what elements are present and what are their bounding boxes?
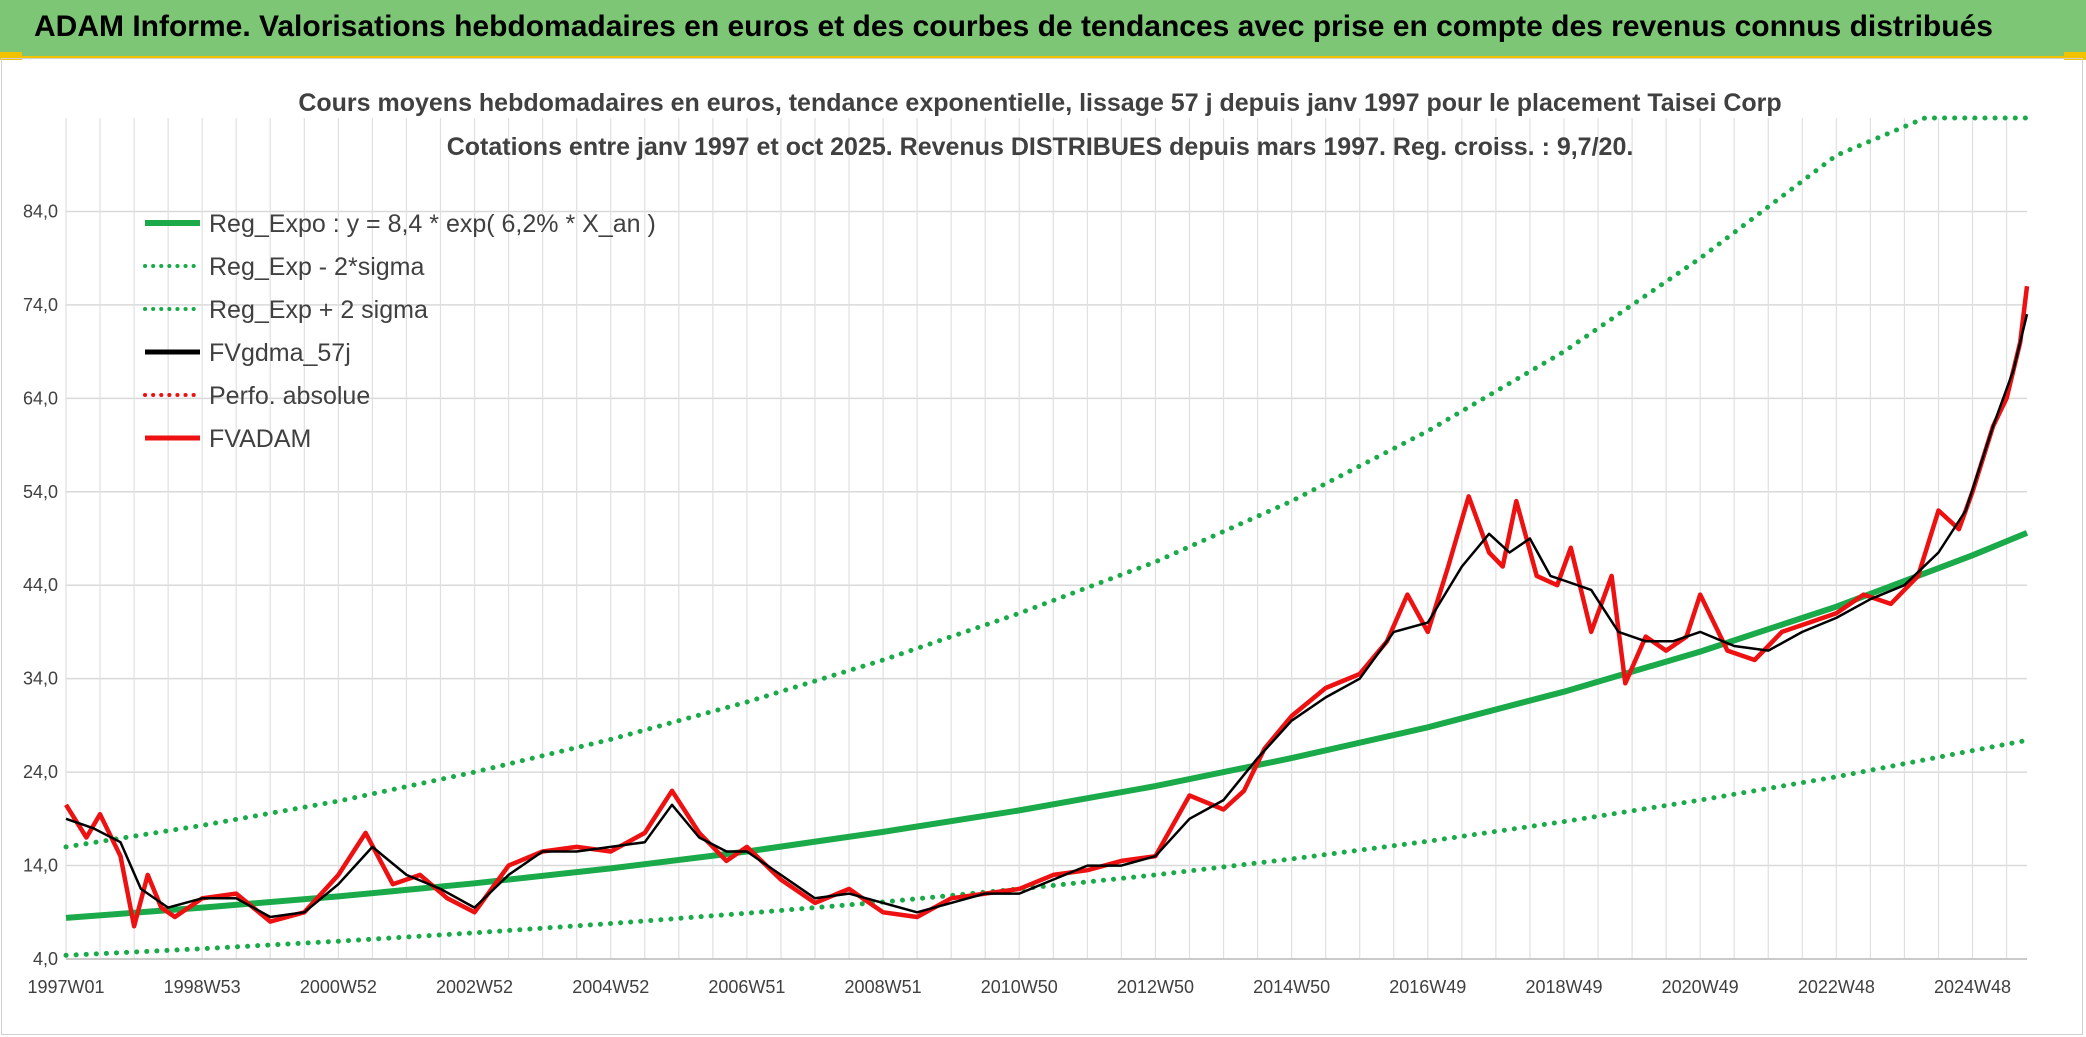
x-tick-label: 2000W52 bbox=[300, 977, 377, 997]
x-tick-label: 1998W53 bbox=[164, 977, 241, 997]
x-axis: 1997W01 1998W53 2000W52 2002W52 2004W52 2006W… bbox=[27, 977, 2011, 997]
banner-accent-left bbox=[0, 52, 22, 60]
legend-label: Perfo. absolue bbox=[209, 382, 370, 410]
legend-label: Reg_Expo : y = 8,4 * exp( 6,2% * X_an ) bbox=[209, 210, 656, 238]
report-banner: ADAM Informe. Valorisations hebdomadaire… bbox=[0, 0, 2086, 58]
series-line bbox=[64, 285, 2030, 929]
y-tick-label: 44,0 bbox=[23, 575, 58, 595]
x-tick-label: 2012W50 bbox=[1117, 977, 1194, 997]
y-tick-label: 24,0 bbox=[23, 762, 58, 782]
y-tick-label: 14,0 bbox=[23, 856, 58, 876]
chart-frame bbox=[1, 58, 2083, 1035]
banner-accent-right bbox=[2064, 52, 2086, 60]
x-tick-label: 2008W51 bbox=[845, 977, 922, 997]
x-tick-label: 2024W48 bbox=[1934, 977, 2011, 997]
x-tick-label: 1997W01 bbox=[27, 977, 104, 997]
y-tick-label: 4,0 bbox=[33, 949, 58, 969]
x-tick-label: 2004W52 bbox=[572, 977, 649, 997]
x-tick-label: 2016W49 bbox=[1389, 977, 1466, 997]
x-tick-label: 2020W49 bbox=[1662, 977, 1739, 997]
chart-subtitle: Cotations entre janv 1997 et oct 2025. R… bbox=[447, 133, 1634, 161]
chart-legend: Reg_Expo : y = 8,4 * exp( 6,2% * X_an ) R… bbox=[143, 210, 656, 453]
legend-label: Reg_Exp + 2 sigma bbox=[209, 296, 428, 324]
series-line bbox=[63, 115, 2030, 850]
chart-title: Cours moyens hebdomadaires en euros, ten… bbox=[298, 89, 1781, 117]
x-tick-label: 2018W49 bbox=[1525, 977, 1602, 997]
x-tick-label: 2002W52 bbox=[436, 977, 513, 997]
legend-label: FVgdma_57j bbox=[209, 339, 351, 367]
x-tick-label: 2014W50 bbox=[1253, 977, 1330, 997]
series-line bbox=[65, 530, 2029, 921]
x-tick-label: 2022W48 bbox=[1798, 977, 1875, 997]
chart-grid bbox=[65, 118, 2027, 960]
series-line bbox=[63, 737, 2030, 958]
y-tick-label: 64,0 bbox=[23, 388, 58, 408]
y-tick-label: 74,0 bbox=[23, 295, 58, 315]
report-title: ADAM Informe. Valorisations hebdomadaire… bbox=[34, 10, 1993, 43]
y-tick-label: 34,0 bbox=[23, 669, 58, 689]
x-tick-label: 2006W51 bbox=[708, 977, 785, 997]
series-line bbox=[65, 313, 2029, 919]
y-axis: 4,0 14,0 24,0 34,0 44,0 54,0 64,0 74,0 84,0 bbox=[23, 201, 58, 969]
y-tick-label: 54,0 bbox=[23, 482, 58, 502]
y-tick-label: 84,0 bbox=[23, 201, 58, 221]
legend-label: Reg_Exp - 2*sigma bbox=[209, 253, 424, 281]
chart-series bbox=[63, 115, 2030, 958]
x-tick-label: 2010W50 bbox=[981, 977, 1058, 997]
legend-label: FVADAM bbox=[209, 425, 311, 453]
